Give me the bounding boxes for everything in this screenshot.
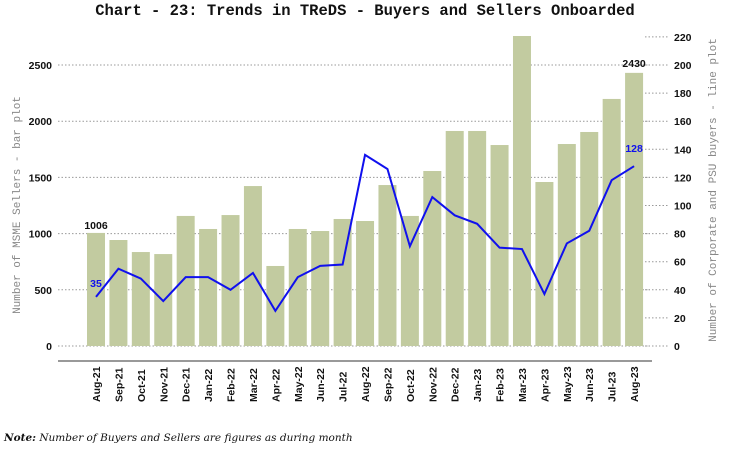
left-tick-label: 1000 <box>29 229 53 241</box>
x-tick-label: Dec-22 <box>450 367 462 402</box>
bar-Feb-23 <box>490 145 509 346</box>
right-tick-label: 100 <box>674 201 692 213</box>
right-tick-label: 20 <box>674 313 686 325</box>
bar-Sep-22 <box>378 185 397 346</box>
x-tick-label: Mar-22 <box>248 368 260 402</box>
x-tick-label: Sep-22 <box>382 367 394 402</box>
bar-Aug-22 <box>356 221 375 346</box>
bar-Jan-23 <box>468 130 487 346</box>
x-tick-label: Feb-22 <box>226 368 238 402</box>
left-tick-label: 2000 <box>29 116 53 128</box>
note-label: Note: <box>4 432 37 444</box>
line-label-last: 128 <box>625 143 643 155</box>
left-tick-label: 1500 <box>29 172 53 184</box>
bar-Aug-23 <box>625 72 644 347</box>
line-label-first: 35 <box>90 278 102 290</box>
bar-Mar-22 <box>243 186 262 346</box>
bar-Dec-22 <box>445 130 464 346</box>
left-tick-label: 2500 <box>29 60 53 72</box>
right-tick-label: 140 <box>674 144 692 156</box>
bar-label-last: 2430 <box>622 58 646 70</box>
x-tick-label: Jan-23 <box>472 369 484 402</box>
right-axis-label: Number of Corporate and PSU buyers - lin… <box>708 38 720 342</box>
bar-Sep-21 <box>109 240 128 346</box>
right-tick-label: 220 <box>674 32 692 44</box>
x-tick-label: Aug-23 <box>629 366 641 402</box>
bar-Jun-23 <box>580 131 599 346</box>
x-tick-label: Apr-22 <box>270 369 282 402</box>
bar-Nov-22 <box>423 170 442 346</box>
x-tick-label: Sep-21 <box>113 367 125 402</box>
note-text: Number of Buyers and Sellers are figures… <box>36 432 353 444</box>
right-tick-label: 200 <box>674 60 692 72</box>
chart-note: Note: Number of Buyers and Sellers are f… <box>4 432 353 444</box>
x-tick-label: May-22 <box>293 366 305 402</box>
left-axis-label: Number of MSME Sellers - bar plot <box>12 96 24 314</box>
x-tick-label: Feb-23 <box>495 368 507 402</box>
bar-Apr-22 <box>266 265 285 346</box>
bar-Jul-22 <box>333 218 352 346</box>
x-tick-label: Oct-22 <box>405 369 417 402</box>
right-tick-label: 180 <box>674 88 692 100</box>
right-tick-label: 80 <box>674 229 686 241</box>
bar-Feb-22 <box>221 215 240 346</box>
x-tick-label: Nov-21 <box>158 367 170 402</box>
right-tick-label: 60 <box>674 257 686 269</box>
chart: 0 500 1000 1500 2000 2500 0 20 40 60 80 100 120 140 16… <box>12 32 720 402</box>
chart-title: Chart - 23: Trends in TReDS - Buyers and… <box>95 2 635 20</box>
left-tick-label: 500 <box>34 285 52 297</box>
left-tick-label: 0 <box>46 341 52 353</box>
right-tick-label: 120 <box>674 172 692 184</box>
bar-May-22 <box>288 228 307 346</box>
bar-label-first: 1006 <box>84 220 108 232</box>
right-tick-label: 160 <box>674 116 692 128</box>
bar-Jun-22 <box>311 231 330 346</box>
bar-Jan-22 <box>199 228 218 346</box>
bar-Jul-23 <box>602 98 621 347</box>
x-tick-label: Dec-21 <box>181 367 193 402</box>
bar-Apr-23 <box>535 182 554 346</box>
x-tick-label: Jul-23 <box>607 371 619 402</box>
x-tick-label: Jun-22 <box>315 368 327 402</box>
x-tick-label: Apr-23 <box>539 369 551 402</box>
x-tick-label: Mar-23 <box>517 368 529 402</box>
x-tick-label: Jun-23 <box>584 368 596 402</box>
x-tick-label: Aug-21 <box>91 366 103 402</box>
bar-Mar-23 <box>512 36 531 347</box>
right-tick-label: 40 <box>674 285 686 297</box>
bar-Oct-21 <box>131 252 150 346</box>
bar-Aug-21 <box>87 232 105 346</box>
x-tick-label: Jan-22 <box>203 369 215 402</box>
bar-Oct-22 <box>400 215 419 346</box>
x-tick-label: May-23 <box>562 366 574 402</box>
x-tick-label: Oct-21 <box>136 369 148 402</box>
x-tick-label: Nov-22 <box>427 367 439 402</box>
x-tick-label: Jul-22 <box>338 371 350 402</box>
x-tick-label: Aug-22 <box>360 366 372 402</box>
right-tick-label: 0 <box>674 341 680 353</box>
bar-Dec-21 <box>176 215 195 346</box>
